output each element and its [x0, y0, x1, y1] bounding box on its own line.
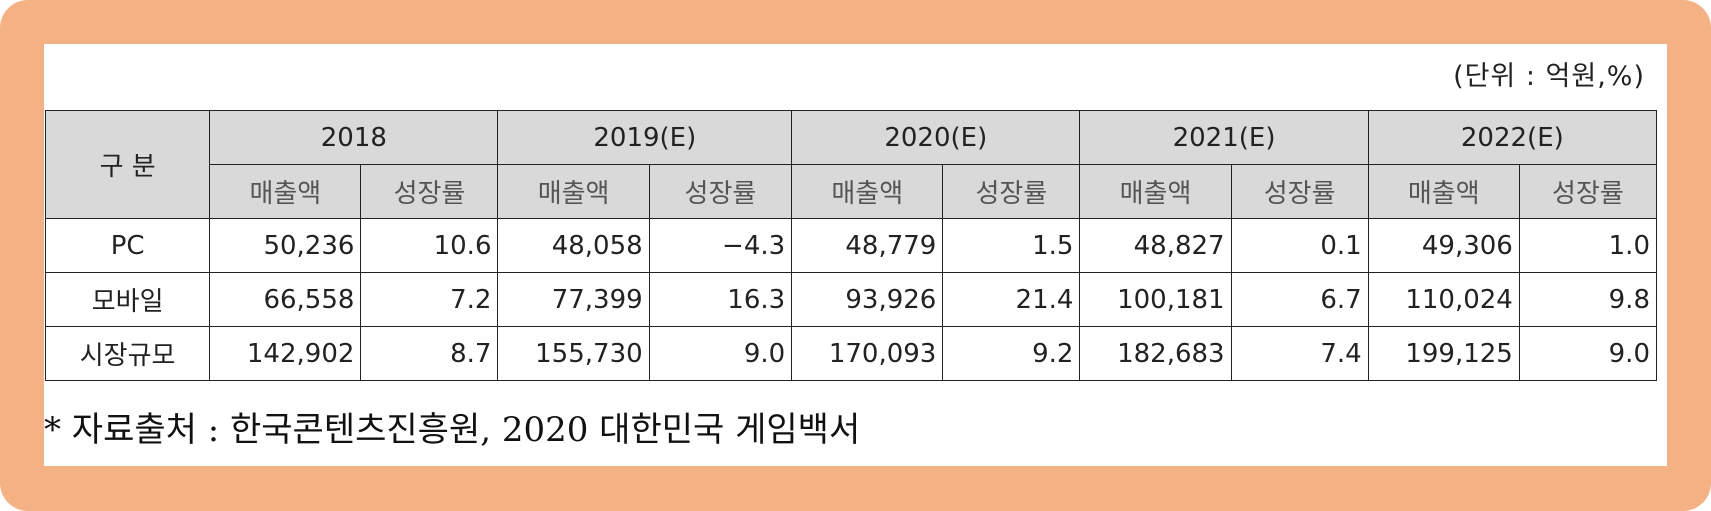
table-cell: 6.7	[1230, 272, 1369, 327]
unit-note: (단위 : 억원,%)	[1453, 61, 1645, 92]
table-cell: 1.5	[942, 218, 1081, 273]
table-cell: 8.7	[360, 326, 499, 381]
table-cell: 49,306	[1367, 218, 1520, 273]
year-header-2020: 2020(E)	[791, 110, 1081, 165]
table-cell: 7.4	[1230, 326, 1369, 381]
sales-header: 매출액	[209, 164, 362, 219]
year-header-2019: 2019(E)	[497, 110, 793, 165]
year-header-row: 구 분 2018 2019(E) 2020(E) 2021(E) 2022(E)	[44, 110, 1658, 219]
row-label: 모바일	[44, 272, 211, 327]
table-cell: 66,558	[209, 272, 362, 327]
sales-header: 매출액	[791, 164, 944, 219]
table-cell: 9.0	[1518, 326, 1658, 381]
growth-header: 성장률	[942, 164, 1081, 219]
table-cell: 7.2	[360, 272, 499, 327]
table-cell: 93,926	[791, 272, 944, 327]
table-row-pc: PC 50,236 10.6 48,058 −4.3 48,779 1.5 48…	[44, 218, 1658, 273]
table-cell: 9.0	[648, 326, 793, 381]
growth-header: 성장률	[648, 164, 793, 219]
year-header-2018: 2018	[209, 110, 499, 165]
row-label: 시장규모	[44, 326, 211, 381]
table-panel: (단위 : 억원,%) 구 분 2018 2019(E)	[44, 44, 1667, 466]
table-cell: 77,399	[497, 272, 650, 327]
row-label: PC	[44, 218, 211, 273]
year-header-2021: 2021(E)	[1079, 110, 1369, 165]
table-cell: 9.8	[1518, 272, 1658, 327]
growth-header: 성장률	[1518, 164, 1658, 219]
table-cell: 110,024	[1367, 272, 1520, 327]
table-cell: 16.3	[648, 272, 793, 327]
market-size-table: 구 분 2018 2019(E) 2020(E) 2021(E) 2022(E)…	[44, 110, 1658, 381]
sales-header: 매출액	[1367, 164, 1520, 219]
table-cell: 100,181	[1079, 272, 1232, 327]
sales-header: 매출액	[1079, 164, 1232, 219]
table-cell: 170,093	[791, 326, 944, 381]
table-row-mobile: 모바일 66,558 7.2 77,399 16.3 93,926 21.4 1…	[44, 272, 1658, 327]
table-cell: 10.6	[360, 218, 499, 273]
table-cell: 0.1	[1230, 218, 1369, 273]
metric-header-row: 매출액 성장률 매출액 성장률 매출액 성장률 매출액 성장률 매출액 성장률	[46, 164, 1658, 219]
table-cell: −4.3	[648, 218, 793, 273]
table-cell: 155,730	[497, 326, 650, 381]
sales-header: 매출액	[497, 164, 650, 219]
table-cell: 142,902	[209, 326, 362, 381]
table-cell: 21.4	[942, 272, 1081, 327]
table-cell: 48,058	[497, 218, 650, 273]
source-note: * 자료출처 : 한국콘텐츠진흥원, 2020 대한민국 게임백서	[44, 410, 861, 450]
category-header: 구 분	[44, 110, 211, 219]
table-cell: 9.2	[942, 326, 1081, 381]
table-row-market-size: 시장규모 142,902 8.7 155,730 9.0 170,093 9.2…	[44, 326, 1658, 381]
table-cell: 199,125	[1367, 326, 1520, 381]
table-cell: 50,236	[209, 218, 362, 273]
table-cell: 182,683	[1079, 326, 1232, 381]
growth-header: 성장률	[360, 164, 499, 219]
table-cell: 1.0	[1518, 218, 1658, 273]
growth-header: 성장률	[1230, 164, 1369, 219]
table-cell: 48,779	[791, 218, 944, 273]
table-cell: 48,827	[1079, 218, 1232, 273]
year-header-2022: 2022(E)	[1367, 110, 1658, 165]
